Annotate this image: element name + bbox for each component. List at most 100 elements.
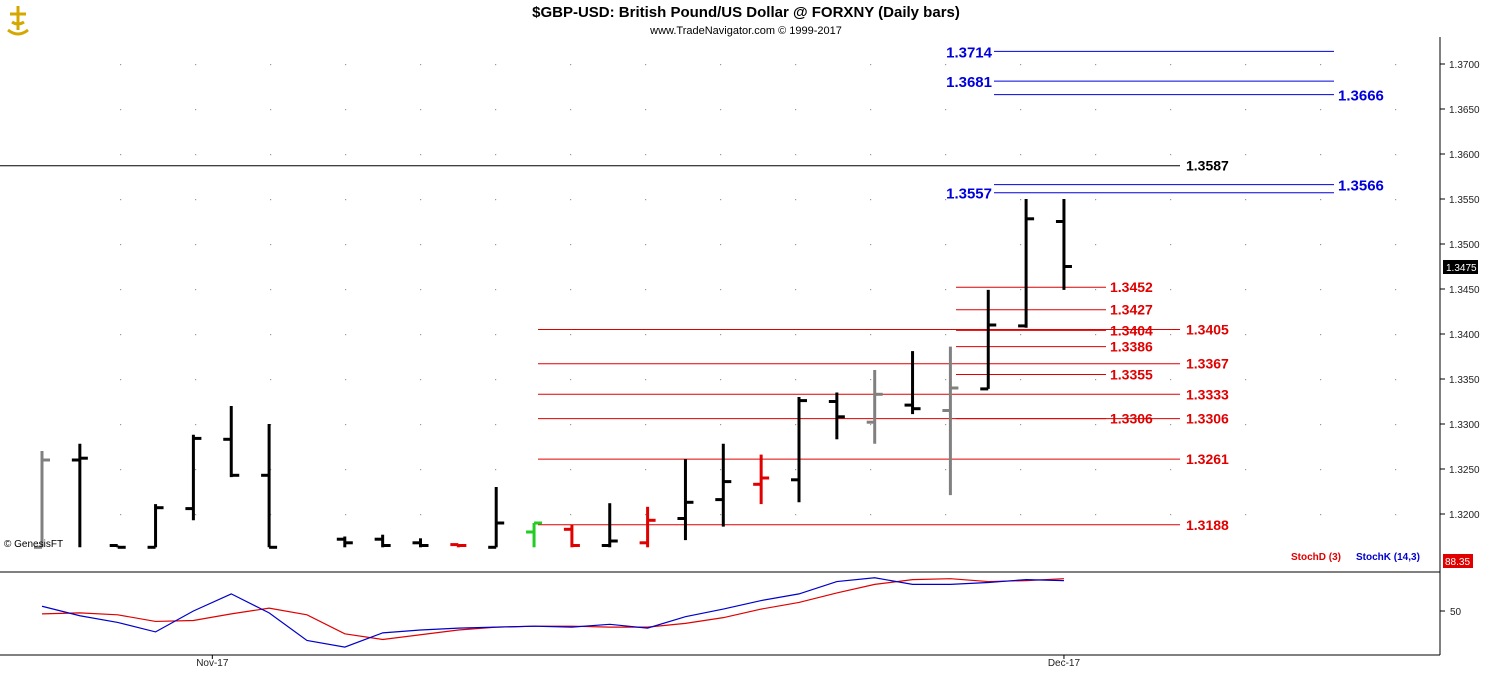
grid-dot [645,199,647,201]
grid-dot [1395,514,1397,516]
grid-dot [795,64,797,66]
genesis-watermark: © GenesisFT [4,539,63,550]
grid-dot [645,379,647,381]
grid-dot [945,379,947,381]
grid-dot [1395,424,1397,426]
grid-dot [495,379,497,381]
grid-dot [720,334,722,336]
grid-dot [795,289,797,291]
stoch-d-line [41,578,1064,641]
ohlc-bar [866,370,883,444]
price-axis-ticks: 1.3200 1.3250 1.3300 1.3350 1.3400 1.3450 1.35… [1440,60,1480,521]
grid-dot [1395,469,1397,471]
grid-dot [1320,289,1322,291]
price-tick-label: 1.3500 [1449,240,1480,251]
ohlc-bar [34,451,50,549]
grid-dot [870,424,872,426]
grid-dot [945,514,947,516]
grid-dot [795,424,797,426]
grid-dot [870,379,872,381]
red-level-label-long: 1.3367 [1186,356,1229,372]
red-level-label-long: 1.3306 [1186,411,1229,427]
grid-dot [1095,109,1097,111]
ohlc-bar [488,487,505,549]
stoch-value-badge-label: 88.35 [1445,557,1470,568]
grid-dot [870,244,872,246]
grid-dot [870,199,872,201]
grid-dot [345,64,347,66]
ohlc-bar [109,544,126,549]
grid-dot [1095,64,1097,66]
grid-dot [870,514,872,516]
grid-dot [945,469,947,471]
grid-dot [720,289,722,291]
blue-level-label: 1.3714 [946,44,993,61]
ohlc-bar [71,443,88,548]
grid-dot [945,244,947,246]
grid-dot [1170,289,1172,291]
grid-dot [120,289,122,291]
support-resistance-levels: 1.3587 1.3714 1.3681 1.3666 1.3566 1.3557 1.34… [0,44,1384,533]
grid-dot [795,199,797,201]
grid-dot [1170,199,1172,201]
blue-level-label: 1.3557 [946,186,992,203]
grid-dot [1245,199,1247,201]
grid-dot [1170,244,1172,246]
grid-dot [420,424,422,426]
grid-dot [1320,379,1322,381]
blue-level-label: 1.3681 [946,74,992,91]
grid-dot [120,244,122,246]
grid-dot [345,244,347,246]
time-tick-label: Dec-17 [1048,658,1081,669]
ohlc-bars [34,199,1072,549]
grid-dot [1170,154,1172,156]
ohlc-bar [715,443,732,527]
current-price-badge-label: 1.3475 [1446,263,1477,274]
grid-dot [795,154,797,156]
grid-dot [270,154,272,156]
grid-dot [795,379,797,381]
grid-dot [1020,514,1022,516]
stoch-k-legend: StochK (14,3) [1356,552,1420,563]
grid-dot [645,514,647,516]
price-tick-label: 1.3450 [1449,285,1480,296]
ohlc-bar [639,506,656,548]
grid-dot [945,289,947,291]
grid-dot [945,334,947,336]
ohlc-bar [261,424,278,549]
grid-dot [570,244,572,246]
chart-subtitle: www.TradeNavigator.com © 1999-2017 [649,25,842,37]
grid-dot [1020,289,1022,291]
time-axis-ticks: Nov-17 Dec-17 [196,655,1080,669]
stochastic-panel: 50 [41,577,1462,648]
grid-dot [1020,199,1022,201]
grid-dot [345,469,347,471]
grid-dot [570,199,572,201]
grid-dot [645,154,647,156]
grid-dot [270,334,272,336]
ohlc-bar [412,538,429,548]
grid-dot [345,424,347,426]
red-level-label-short: 1.3452 [1110,279,1153,295]
price-tick-label: 1.3600 [1449,150,1480,161]
grid-dot [1395,154,1397,156]
grid-dot [1245,379,1247,381]
ohlc-bar [791,397,807,503]
grid-dot [1245,64,1247,66]
grid-dot [195,64,197,66]
grid-dot [195,244,197,246]
grid-dot [1395,334,1397,336]
grid-dot [1320,64,1322,66]
grid-dot [870,154,872,156]
grid-dot [495,289,497,291]
grid-dot [720,469,722,471]
grid-dot [1170,64,1172,66]
grid-dot [1245,469,1247,471]
grid-dot [420,199,422,201]
grid-dot [1245,424,1247,426]
grid-dot [120,199,122,201]
grid-dot [945,199,947,201]
grid-dot [195,514,197,516]
grid-dot [195,334,197,336]
grid-dot [120,109,122,111]
